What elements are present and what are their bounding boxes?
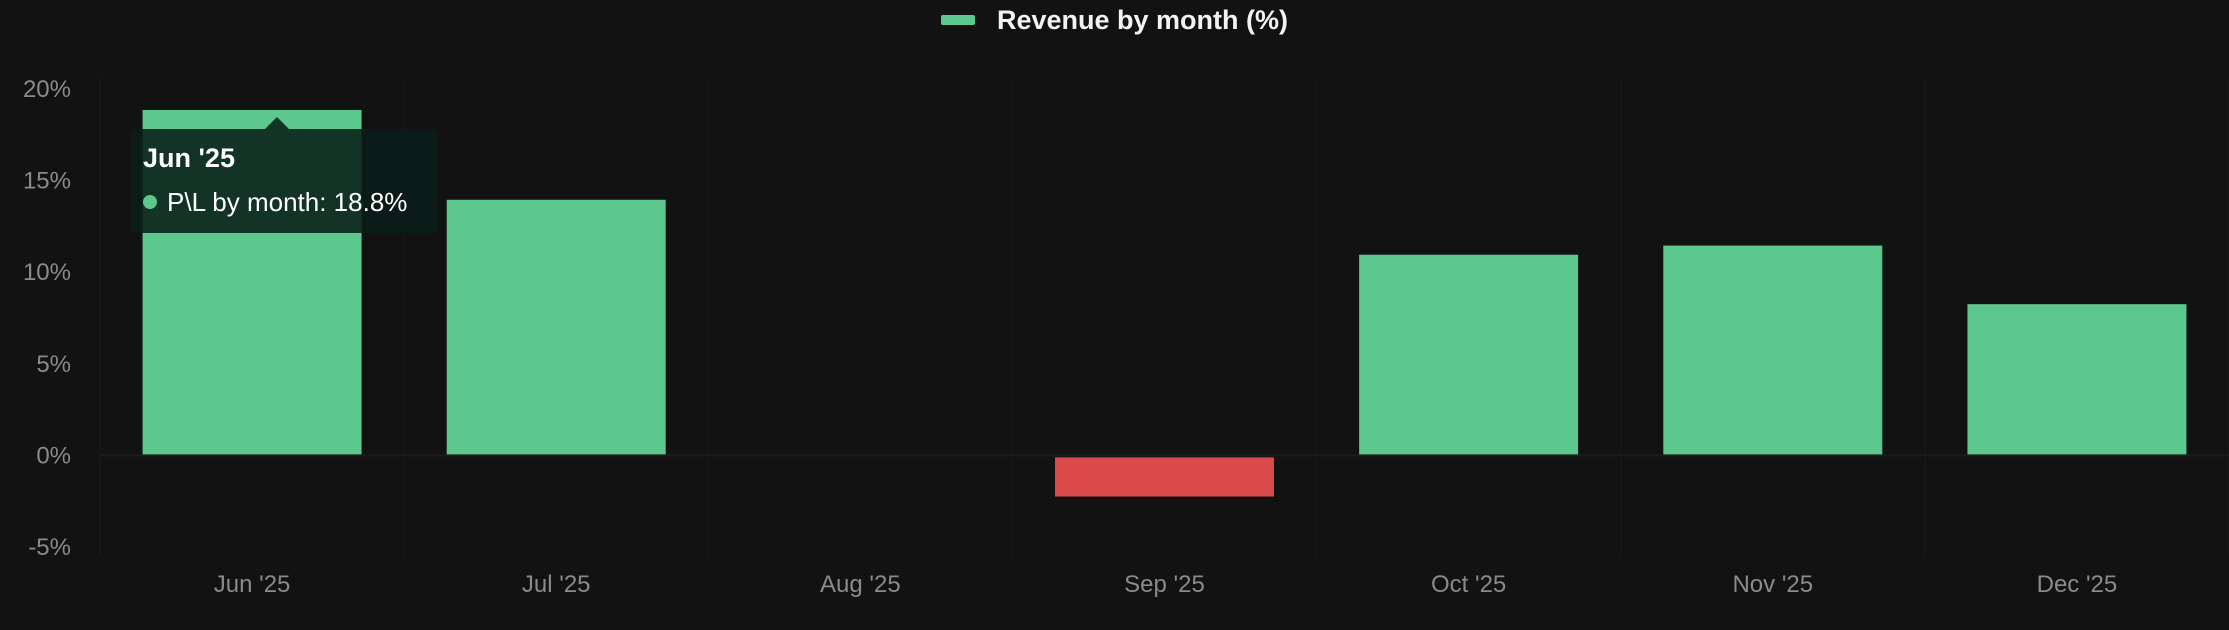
tooltip-arrow bbox=[265, 117, 289, 129]
tooltip: Jun '25 P\L by month: 18.8% bbox=[131, 129, 437, 233]
y-tick-label: 10% bbox=[23, 259, 71, 286]
y-axis: 20% 15% 10% 5% 0% -5% bbox=[23, 76, 71, 561]
x-tick-label: Aug '25 bbox=[820, 571, 901, 598]
tooltip-series-dot-icon bbox=[143, 195, 157, 209]
y-tick-label: 15% bbox=[23, 168, 71, 195]
x-tick-label: Dec '25 bbox=[2037, 571, 2118, 598]
x-tick-label: Nov '25 bbox=[1732, 571, 1813, 598]
bar[interactable] bbox=[1055, 457, 1274, 497]
y-tick-label: 20% bbox=[23, 76, 71, 103]
bar[interactable] bbox=[1663, 245, 1883, 455]
y-tick-label: -5% bbox=[28, 534, 71, 561]
x-tick-label: Jun '25 bbox=[214, 571, 291, 598]
x-tick-label: Oct '25 bbox=[1431, 571, 1506, 598]
bar[interactable] bbox=[1359, 254, 1579, 455]
tooltip-series-value: P\L by month: 18.8% bbox=[167, 187, 408, 217]
y-tick-label: 5% bbox=[36, 351, 71, 378]
bar[interactable] bbox=[446, 199, 666, 455]
bar[interactable] bbox=[1967, 304, 2187, 455]
x-tick-label: Jul '25 bbox=[522, 571, 591, 598]
y-tick-label: 0% bbox=[36, 442, 71, 469]
tooltip-row: P\L by month: 18.8% bbox=[143, 187, 425, 217]
x-axis: Jun '25 Jul '25 Aug '25 Sep '25 Oct '25 Nov '… bbox=[214, 571, 2117, 598]
x-tick-label: Sep '25 bbox=[1124, 571, 1205, 598]
tooltip-title: Jun '25 bbox=[143, 143, 235, 173]
bars bbox=[142, 109, 2187, 497]
